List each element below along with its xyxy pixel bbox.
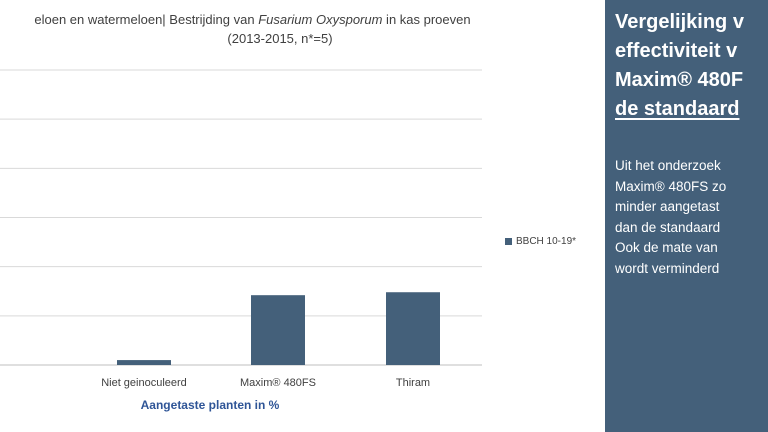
panel-body-line: wordt verminderd	[615, 260, 720, 276]
chart-subtitle: (2013-2015, n*=5)	[227, 31, 333, 46]
bar-1	[117, 360, 171, 365]
panel-body-line: dan de standaard	[615, 219, 721, 235]
panel-body-line: minder aangetast	[615, 199, 720, 214]
x-tick-label: Niet geinoculeerd	[101, 377, 187, 389]
panel-title: Vergelijking v effectiviteit v Maxim® 48…	[615, 8, 768, 124]
chart-title-line: eloen en watermeloen| Bestrijding van Fu…	[34, 12, 471, 27]
bar-3	[386, 292, 440, 365]
legend: BBCH 10-19*	[505, 236, 576, 247]
panel-title-line: Vergelijking v	[615, 11, 744, 33]
panel-body: Uit het onderzoek Maxim® 480FS zo minder…	[615, 156, 768, 279]
legend-label: BBCH 10-19*	[516, 236, 577, 247]
panel-body-line: Uit het onderzoek	[615, 158, 721, 173]
panel-title-line: de standaard	[615, 98, 740, 120]
x-tick-label: Maxim® 480FS	[240, 377, 316, 389]
chart-title-italic: Fusarium Oxysporum	[258, 12, 383, 27]
info-panel: Vergelijking v effectiviteit v Maxim® 48…	[605, 0, 768, 432]
chart-title: eloen en watermeloen| Bestrijding van Fu…	[0, 10, 560, 48]
legend-swatch	[505, 238, 512, 245]
panel-body-line: Maxim® 480FS zo	[615, 178, 727, 194]
panel-title-line: effectiviteit v	[615, 40, 738, 62]
x-tick-label: Thiram	[396, 377, 430, 389]
panel-body-line: Ook de mate van	[615, 240, 718, 255]
chart-area: eloen en watermeloen| Bestrijding van Fu…	[0, 10, 576, 412]
bar-2	[251, 295, 305, 365]
x-axis-title: Aangetaste planten in %	[140, 398, 280, 412]
panel-title-line: Maxim® 480F	[615, 69, 744, 91]
